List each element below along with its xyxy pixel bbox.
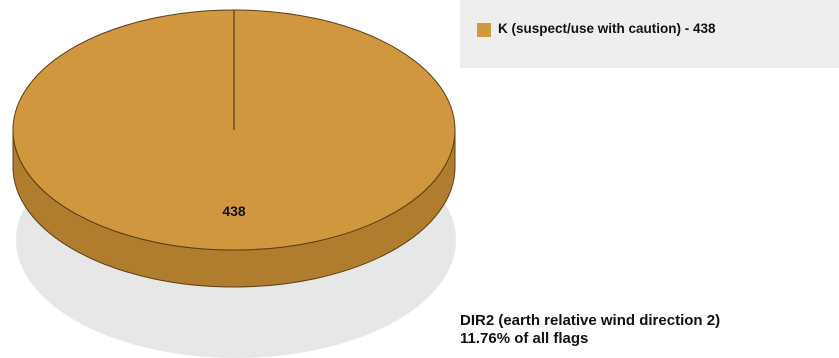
caption-percentage: 11.76% of all flags [460,330,589,347]
legend-label: K (suspect/use with caution) - 438 [498,21,716,36]
legend-swatch [477,23,491,37]
pie-chart: 438 [12,9,456,358]
chart-legend: K (suspect/use with caution) - 438 [460,0,839,68]
caption-parameter: DIR2 (earth relative wind direction 2) [460,312,721,329]
slice-value-label: 438 [222,203,246,219]
chart-caption: DIR2 (earth relative wind direction 2) 1… [460,312,720,348]
